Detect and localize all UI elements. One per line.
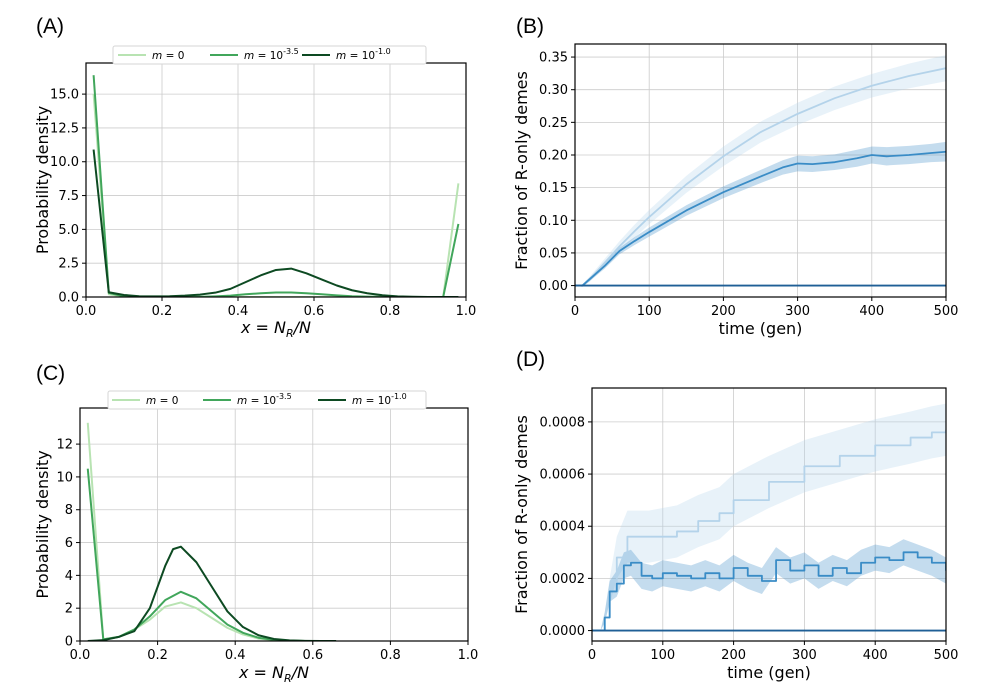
y-tick-label: 0.15 xyxy=(539,181,568,196)
y-tick-label: 0.35 xyxy=(539,51,568,66)
y-tick-label: 0.0 xyxy=(58,291,79,306)
panel-a-label: (A) xyxy=(36,15,64,38)
y-tick-label: 0.0008 xyxy=(540,415,586,430)
y-axis-label: Fraction of R-only demes xyxy=(512,71,531,270)
x-tick-label: 400 xyxy=(863,648,888,663)
y-tick-label: 5.0 xyxy=(58,223,79,238)
legend-label: m = 0 xyxy=(152,50,184,62)
y-tick-label: 0.0000 xyxy=(540,624,586,639)
y-tick-label: 2 xyxy=(65,602,73,617)
y-tick-label: 2.5 xyxy=(58,257,79,272)
plot-frame xyxy=(574,43,947,298)
x-tick-label: 300 xyxy=(785,304,810,319)
y-tick-label: 0.0004 xyxy=(540,520,586,535)
legend-label: m = 0 xyxy=(146,395,178,407)
y-tick-label: 0.0006 xyxy=(540,468,586,483)
x-axis-label: time (gen) xyxy=(719,319,803,338)
y-tick-label: 0.05 xyxy=(539,246,568,261)
plot-frame xyxy=(85,62,467,298)
series-line-m-10-1-0- xyxy=(87,545,337,641)
series-line-m-10-3-5- xyxy=(86,468,337,641)
x-tick-label: 0.6 xyxy=(302,648,323,663)
x-tick-label: 0.0 xyxy=(70,648,91,663)
x-tick-label: 200 xyxy=(711,304,736,319)
panel-a: (A) 0.0 0.2 0.4 0.6 0.8 1.0 0.0 2.5 5.0 7.5 10.0 12… xyxy=(33,15,476,340)
x-tick-label: 0.6 xyxy=(304,304,325,319)
x-tick-label: 0.0 xyxy=(76,304,97,319)
x-tick-label: 200 xyxy=(721,648,746,663)
panel-d-label: (D) xyxy=(516,348,545,371)
legend: m = 0 m = 10-3.5 m = 10-1.0 xyxy=(112,45,427,65)
y-tick-label: 0 xyxy=(65,635,73,650)
y-tick-label: 12.5 xyxy=(50,121,79,136)
series-line-m-10-3-5- xyxy=(92,75,460,297)
series-band-medium xyxy=(592,539,946,631)
panel-b: (B) 0 100 200 300 400 500 0.00 0.05 0.10 0.15 0.20… xyxy=(512,15,958,338)
y-tick-label: 0.10 xyxy=(539,214,568,229)
x-tick-label: 300 xyxy=(792,648,817,663)
x-axis-label: time (gen) xyxy=(727,663,811,682)
x-tick-label: 1.0 xyxy=(456,304,477,319)
legend-label: m = 10-1.0 xyxy=(336,47,391,62)
x-tick-label: 400 xyxy=(859,304,884,319)
series-band-light xyxy=(592,403,946,631)
y-tick-label: 7.5 xyxy=(58,189,79,204)
y-tick-label: 4 xyxy=(65,569,73,584)
plot-frame xyxy=(79,407,469,642)
y-tick-label: 0.00 xyxy=(539,279,568,294)
panel-c: (C) 0.0 0.2 0.4 0.6 0.8 1.0 0 2 4 6 8 10 12 Probabili… xyxy=(33,362,478,685)
panel-d: (D) 0 100 200 300 400 500 0.0000 0.0002 0.0004 0.… xyxy=(512,348,958,682)
y-tick-label: 0.30 xyxy=(539,83,568,98)
x-tick-label: 100 xyxy=(637,304,662,319)
y-tick-label: 0.25 xyxy=(539,116,568,131)
y-axis-label: Fraction of R-only demes xyxy=(512,415,531,614)
series-line-medium xyxy=(592,551,946,632)
x-tick-label: 0 xyxy=(571,304,579,319)
legend: m = 0 m = 10-3.5 m = 10-1.0 xyxy=(107,390,427,410)
x-tick-label: 0 xyxy=(588,648,596,663)
x-axis-label: x = NR/N xyxy=(238,663,309,685)
y-axis-label: Probability density xyxy=(33,450,52,598)
x-tick-label: 0.4 xyxy=(225,648,246,663)
x-tick-label: 500 xyxy=(934,304,959,319)
x-tick-label: 0.2 xyxy=(147,648,168,663)
panel-c-label: (C) xyxy=(36,362,65,385)
x-tick-label: 0.2 xyxy=(152,304,173,319)
legend-label: m = 10-1.0 xyxy=(352,392,407,407)
y-tick-label: 6 xyxy=(65,536,73,551)
legend-label: m = 10-3.5 xyxy=(244,47,299,62)
y-tick-label: 0.0002 xyxy=(540,572,586,587)
series-line-medium xyxy=(575,150,946,287)
y-tick-label: 12 xyxy=(56,438,73,453)
y-tick-label: 10 xyxy=(56,470,73,485)
series-band-light xyxy=(575,55,946,287)
panel-b-label: (B) xyxy=(516,15,544,38)
series-line-m-10-1-0- xyxy=(92,149,459,297)
x-tick-label: 0.8 xyxy=(380,648,401,663)
x-tick-label: 500 xyxy=(934,648,959,663)
x-tick-label: 100 xyxy=(650,648,675,663)
series-band-medium xyxy=(575,141,946,287)
y-axis-label: Probability density xyxy=(33,106,52,254)
y-tick-label: 10.0 xyxy=(50,155,79,170)
y-tick-label: 15.0 xyxy=(50,88,79,103)
y-tick-label: 0.20 xyxy=(539,148,568,163)
x-tick-label: 0.4 xyxy=(228,304,249,319)
x-tick-label: 0.8 xyxy=(380,304,401,319)
x-tick-label: 1.0 xyxy=(458,648,479,663)
plot-frame xyxy=(591,387,947,642)
legend-label: m = 10-3.5 xyxy=(237,392,292,407)
x-axis-label: x = NR/N xyxy=(240,318,311,340)
y-tick-label: 8 xyxy=(65,503,73,518)
